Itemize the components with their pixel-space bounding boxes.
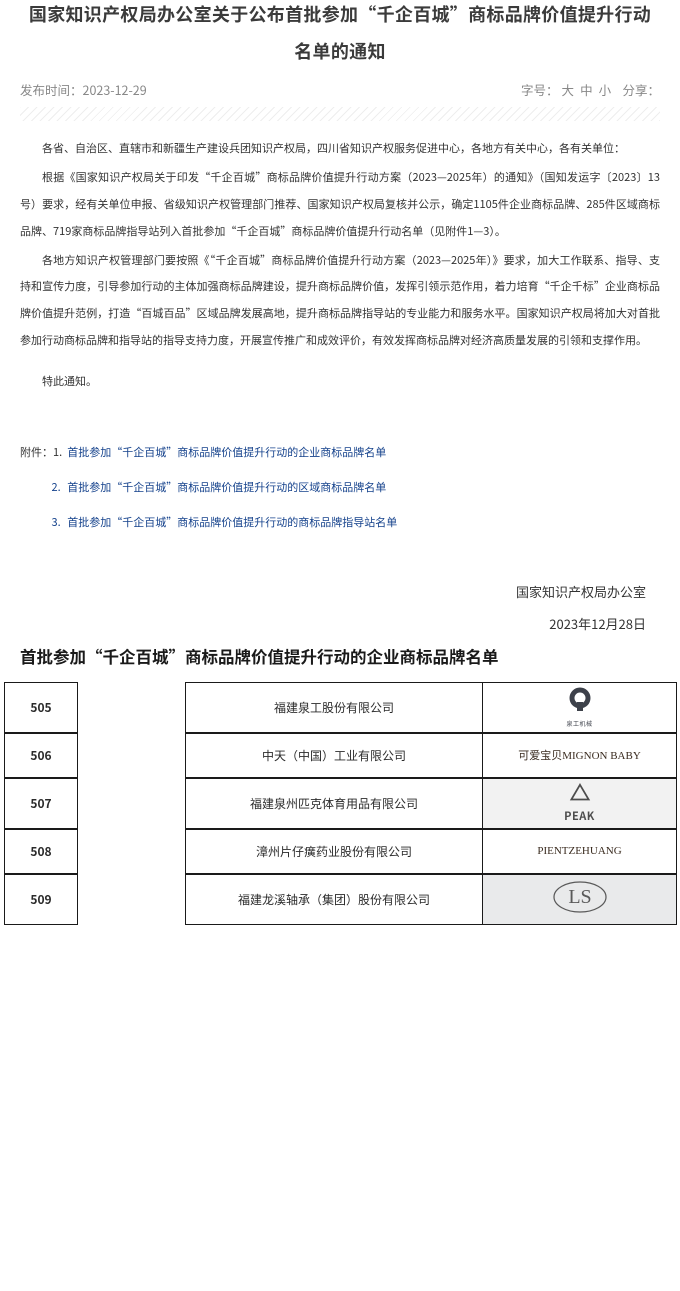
svg-text:LS: LS xyxy=(568,886,591,908)
